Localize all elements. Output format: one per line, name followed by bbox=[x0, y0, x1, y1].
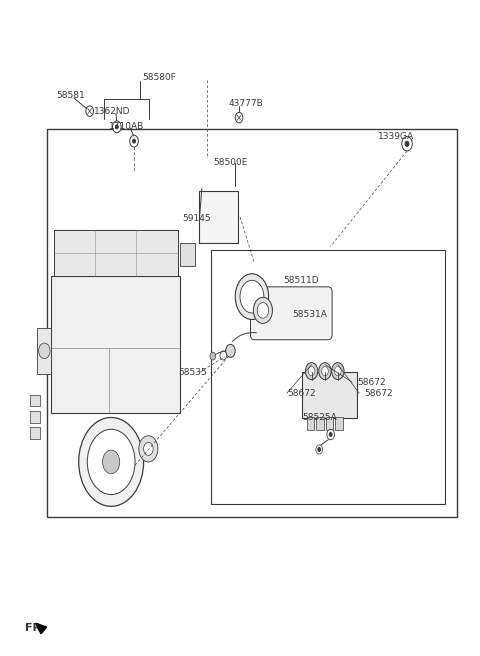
Bar bbox=[336, 417, 343, 430]
Circle shape bbox=[38, 343, 50, 359]
Circle shape bbox=[235, 274, 269, 319]
Circle shape bbox=[113, 121, 121, 133]
Circle shape bbox=[402, 136, 412, 151]
Text: 58672: 58672 bbox=[288, 389, 316, 398]
Bar bbox=[211, 250, 445, 504]
Bar bbox=[37, 328, 51, 374]
Circle shape bbox=[240, 280, 264, 313]
Bar bbox=[47, 129, 457, 518]
Circle shape bbox=[144, 442, 153, 455]
Ellipse shape bbox=[210, 209, 227, 234]
Circle shape bbox=[220, 351, 227, 360]
Text: 58511D: 58511D bbox=[283, 276, 319, 285]
Text: 43777B: 43777B bbox=[228, 100, 263, 108]
Circle shape bbox=[405, 141, 409, 146]
Bar bbox=[326, 417, 333, 430]
Circle shape bbox=[318, 447, 321, 451]
Text: 1362ND: 1362ND bbox=[95, 108, 131, 116]
Text: 58531A: 58531A bbox=[292, 310, 327, 319]
Bar bbox=[51, 276, 180, 413]
Text: FR.: FR. bbox=[25, 623, 46, 634]
Bar bbox=[302, 373, 357, 418]
Bar bbox=[30, 395, 39, 406]
FancyBboxPatch shape bbox=[251, 287, 332, 340]
Circle shape bbox=[226, 344, 235, 358]
Circle shape bbox=[335, 367, 341, 376]
Circle shape bbox=[87, 429, 135, 495]
Bar bbox=[30, 411, 39, 422]
Ellipse shape bbox=[104, 455, 118, 468]
Circle shape bbox=[253, 297, 273, 323]
Text: 59145: 59145 bbox=[183, 214, 211, 223]
Circle shape bbox=[316, 445, 323, 454]
Text: 58581: 58581 bbox=[56, 91, 85, 100]
Text: 58500E: 58500E bbox=[214, 157, 248, 167]
Circle shape bbox=[116, 125, 118, 129]
Bar bbox=[307, 417, 314, 430]
Text: 58535: 58535 bbox=[178, 368, 207, 377]
Circle shape bbox=[332, 363, 344, 380]
Bar bbox=[30, 427, 39, 439]
Text: 58525A: 58525A bbox=[302, 413, 337, 422]
Circle shape bbox=[322, 367, 328, 376]
Circle shape bbox=[329, 432, 332, 436]
Circle shape bbox=[257, 302, 269, 318]
Circle shape bbox=[132, 139, 135, 143]
Circle shape bbox=[130, 135, 138, 147]
Bar bbox=[180, 243, 195, 266]
Text: 1710AB: 1710AB bbox=[109, 122, 144, 131]
Bar bbox=[199, 191, 238, 243]
Circle shape bbox=[305, 363, 318, 380]
Circle shape bbox=[103, 450, 120, 474]
Bar bbox=[54, 230, 178, 276]
Text: 1339GA: 1339GA bbox=[378, 132, 415, 141]
Polygon shape bbox=[36, 623, 47, 634]
Circle shape bbox=[308, 367, 315, 376]
Text: 58580F: 58580F bbox=[142, 73, 176, 82]
Circle shape bbox=[79, 417, 144, 506]
Circle shape bbox=[139, 436, 158, 462]
Circle shape bbox=[319, 363, 331, 380]
Circle shape bbox=[210, 352, 216, 360]
Circle shape bbox=[235, 112, 243, 123]
Bar bbox=[316, 417, 324, 430]
Circle shape bbox=[327, 429, 335, 440]
Circle shape bbox=[86, 106, 94, 116]
Text: 58672: 58672 bbox=[357, 378, 385, 387]
Text: 58672: 58672 bbox=[364, 389, 393, 398]
